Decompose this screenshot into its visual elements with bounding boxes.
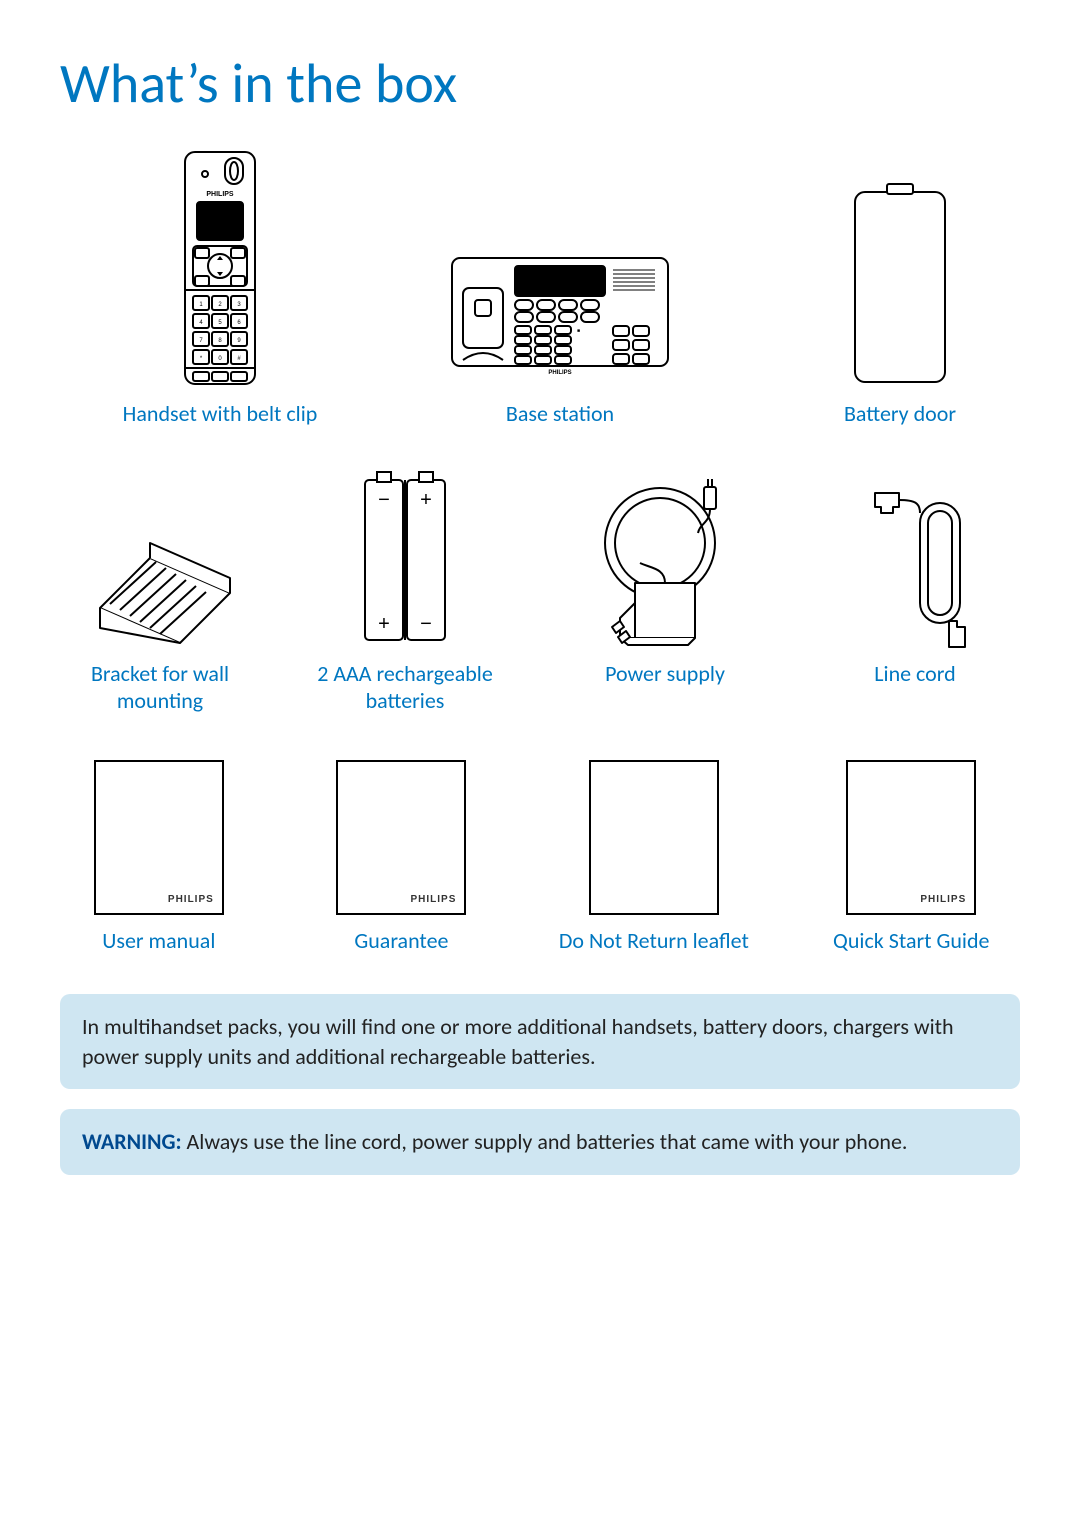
- svg-text:−: −: [378, 489, 390, 511]
- brand-label: PHILIPS: [920, 894, 966, 905]
- guarantee-icon: PHILIPS: [336, 760, 466, 915]
- line-cord-icon: [845, 473, 985, 648]
- svg-text:PHILIPS: PHILIPS: [206, 191, 234, 198]
- item-batteries: − + + − 2 AAA rechargeable batteries: [290, 468, 520, 715]
- caption-qsg: Quick Start Guide: [833, 927, 989, 955]
- info-note-text: In multihandset packs, you will find one…: [82, 1013, 954, 1070]
- caption-linecord: Line cord: [874, 660, 955, 688]
- base-station-icon: ■ PHILIPS: [445, 248, 675, 388]
- dnr-leaflet-icon: [589, 760, 719, 915]
- brand-label: PHILIPS: [411, 894, 457, 905]
- caption-door: Battery door: [844, 400, 956, 428]
- brand-label: PHILIPS: [168, 894, 214, 905]
- caption-dnr: Do Not Return leaflet: [559, 927, 749, 955]
- item-psu: Power supply: [550, 468, 780, 715]
- caption-handset: Handset with belt clip: [123, 400, 318, 428]
- page-title: What’s in the box: [60, 50, 1020, 118]
- item-guarantee: PHILIPS Guarantee: [298, 755, 506, 955]
- row-3: PHILIPS User manual PHILIPS Guarantee Do…: [60, 755, 1020, 955]
- caption-guarantee: Guarantee: [354, 927, 448, 955]
- warning-label: WARNING:: [82, 1128, 182, 1155]
- power-supply-icon: [580, 473, 750, 648]
- item-door: Battery door: [800, 148, 1000, 428]
- caption-base: Base station: [506, 400, 614, 428]
- bracket-icon: [80, 538, 240, 648]
- row-1: PHILIPS: [60, 148, 1020, 428]
- row-2: Bracket for wall mounting − + + −: [60, 468, 1020, 715]
- warning-note: WARNING: Always use the line cord, power…: [60, 1109, 1020, 1175]
- item-linecord: Line cord: [810, 468, 1020, 715]
- battery-door-icon: [845, 178, 955, 388]
- item-bracket: Bracket for wall mounting: [60, 468, 260, 715]
- item-dnr: Do Not Return leaflet: [545, 755, 762, 955]
- qsg-icon: PHILIPS: [846, 760, 976, 915]
- caption-bracket: Bracket for wall mounting: [60, 660, 260, 715]
- item-qsg: PHILIPS Quick Start Guide: [803, 755, 1020, 955]
- item-handset: PHILIPS: [120, 148, 320, 428]
- batteries-icon: − + + −: [345, 468, 465, 648]
- svg-text:+: +: [420, 489, 432, 511]
- svg-text:■: ■: [577, 328, 580, 334]
- svg-text:+: +: [378, 613, 390, 635]
- item-base: ■ PHILIPS Base station: [430, 148, 690, 428]
- caption-manual: User manual: [102, 927, 215, 955]
- svg-text:PHILIPS: PHILIPS: [548, 370, 571, 376]
- caption-psu: Power supply: [605, 660, 725, 688]
- caption-batteries: 2 AAA rechargeable batteries: [290, 660, 520, 715]
- svg-text:−: −: [420, 613, 432, 635]
- warning-text: Always use the line cord, power supply a…: [182, 1128, 908, 1155]
- item-manual: PHILIPS User manual: [60, 755, 258, 955]
- user-manual-icon: PHILIPS: [94, 760, 224, 915]
- info-note: In multihandset packs, you will find one…: [60, 994, 1020, 1089]
- handset-icon: PHILIPS: [175, 148, 265, 388]
